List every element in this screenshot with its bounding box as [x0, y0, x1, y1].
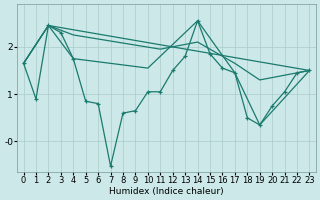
X-axis label: Humidex (Indice chaleur): Humidex (Indice chaleur)	[109, 187, 224, 196]
